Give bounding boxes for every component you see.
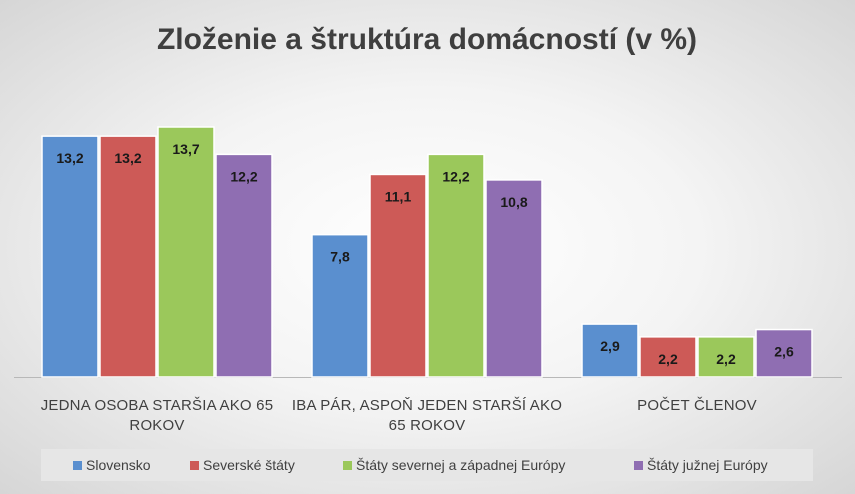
bar--t-ty-severnej-a-z-padnej-eur-py-2 <box>697 336 755 378</box>
bar-seversk-t-ty-0 <box>99 135 157 378</box>
bar--t-ty-ju-nej-eur-py-0 <box>215 153 273 378</box>
data-label: 2,6 <box>774 344 794 360</box>
chart-title: Zloženie a štruktúra domácností (v %) <box>157 23 697 56</box>
category-label: POČET ČLENOV <box>637 397 757 414</box>
data-label: 7,8 <box>330 249 350 265</box>
bar--t-ty-ju-nej-eur-py-1 <box>485 179 543 378</box>
legend-label: Severské štáty <box>203 457 295 473</box>
bar-seversk-t-ty-1 <box>369 173 427 378</box>
legend-swatch <box>190 461 199 470</box>
category-label: IBA PÁR, ASPOŇ JEDEN STARŠÍ AKO <box>292 397 562 414</box>
legend-label: Slovensko <box>86 457 151 473</box>
data-label: 12,2 <box>230 168 257 184</box>
bar--t-ty-ju-nej-eur-py-2 <box>755 328 813 378</box>
bar--t-ty-severnej-a-z-padnej-eur-py-1 <box>427 153 485 378</box>
category-label: JEDNA OSOBA STARŠIA AKO 65 <box>41 397 274 414</box>
data-label: 11,1 <box>385 188 412 204</box>
legend-swatch <box>634 461 643 470</box>
legend-label: Štáty severnej a západnej Európy <box>356 457 565 473</box>
bar--t-ty-severnej-a-z-padnej-eur-py-0 <box>157 126 215 378</box>
legend-swatch <box>73 461 82 470</box>
data-label: 13,2 <box>56 150 83 166</box>
bar-slovensko-1 <box>311 233 369 378</box>
category-label: 65 ROKOV <box>389 417 466 434</box>
data-label: 13,7 <box>172 141 199 157</box>
data-label: 2,9 <box>600 338 620 354</box>
data-label: 10,8 <box>500 194 527 210</box>
category-label: ROKOV <box>129 417 184 434</box>
data-label: 13,2 <box>114 150 141 166</box>
legend-swatch <box>343 461 352 470</box>
bar-slovensko-2 <box>581 323 639 378</box>
bar-seversk-t-ty-2 <box>639 336 697 378</box>
bar-slovensko-0 <box>41 135 99 378</box>
data-label: 2,2 <box>658 351 678 367</box>
data-label: 12,2 <box>442 168 469 184</box>
legend-box <box>41 449 813 481</box>
legend-label: Štáty južnej Európy <box>647 457 768 473</box>
data-label: 2,2 <box>716 351 736 367</box>
